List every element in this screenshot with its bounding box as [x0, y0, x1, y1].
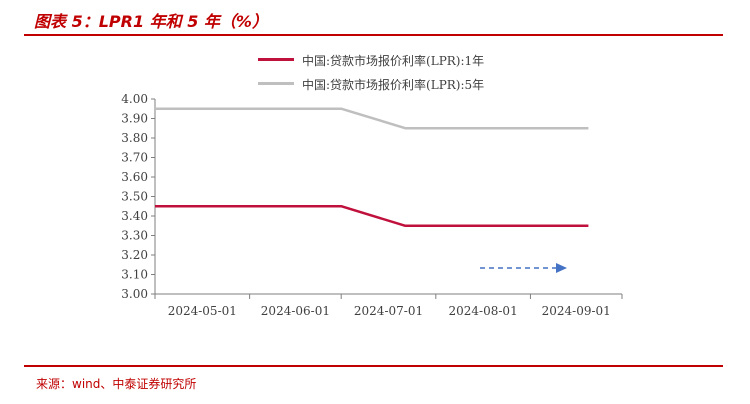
y-tick-label: 3.70: [121, 151, 148, 165]
y-tick-label: 3.90: [121, 112, 148, 126]
figure-title: 图表 5：LPR1 年和 5 年（%）: [34, 12, 268, 31]
title-rule: [24, 34, 723, 36]
y-tick-label: 4.00: [121, 92, 148, 106]
series-line-1y: [155, 204, 589, 228]
x-tick-label: 2024-09-01: [542, 304, 611, 318]
y-tick-label: 3.40: [121, 209, 148, 223]
legend-label-5y: 中国:贷款市场报价利率(LPR):5年: [302, 78, 485, 92]
x-tick-label: 2024-05-01: [168, 304, 237, 318]
x-tick-label: 2024-07-01: [354, 304, 423, 318]
legend-swatch-5y: [258, 82, 294, 85]
legend-swatch-1y: [258, 58, 294, 61]
y-tick-label: 3.30: [121, 229, 148, 243]
x-tick-label: 2024-06-01: [261, 304, 330, 318]
x-tick-label: 2024-08-01: [449, 304, 518, 318]
y-tick-label: 3.50: [121, 190, 148, 204]
series-line-5y: [155, 107, 589, 130]
y-tick-label: 3.10: [121, 268, 148, 282]
source-rule: [24, 365, 723, 367]
y-tick-label: 3.60: [121, 170, 148, 184]
y-tick-label: 3.00: [121, 287, 148, 301]
y-tick-label: 3.80: [121, 131, 148, 145]
legend-label-1y: 中国:贷款市场报价利率(LPR):1年: [302, 54, 485, 68]
dashed-arrow-head: [556, 263, 567, 273]
source-note: 来源：wind、中泰证券研究所: [36, 377, 197, 391]
y-tick-label: 3.20: [121, 248, 148, 262]
